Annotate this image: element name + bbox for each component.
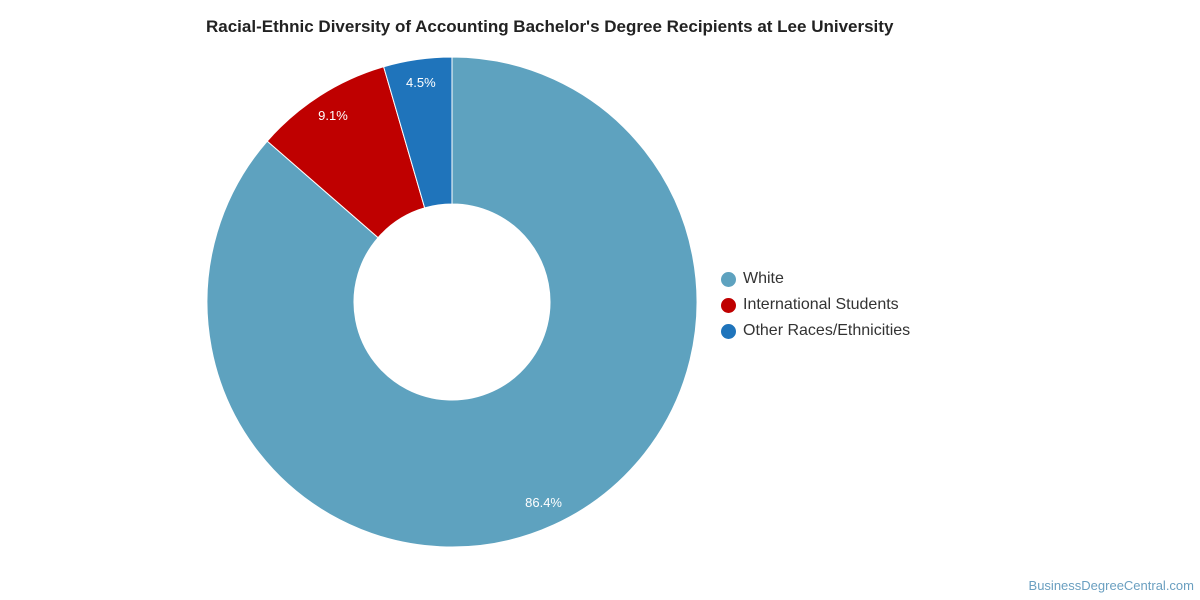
legend-label-white: White — [743, 270, 784, 287]
legend-item-white[interactable]: White — [721, 266, 910, 292]
chart-legend: White International Students Other Races… — [721, 266, 910, 344]
slice-other-races-ethnicities[interactable] — [383, 56, 453, 209]
legend-label-international-students: International Students — [743, 296, 899, 313]
chart-title: Racial-Ethnic Diversity of Accounting Ba… — [206, 17, 894, 36]
legend-label-other-races: Other Races/Ethnicities — [743, 322, 911, 339]
slice-label-international-students: 9.1% — [318, 108, 348, 123]
legend-item-other-races[interactable]: Other Races/Ethnicities — [721, 318, 910, 344]
donut-slices — [206, 56, 698, 548]
legend-swatch-other-races — [721, 323, 736, 339]
legend-swatch-international-students — [721, 297, 736, 313]
slice-label-white: 86.4% — [525, 495, 562, 510]
slice-label-other-races-ethnicities: 4.5% — [406, 75, 436, 90]
legend-item-international-students[interactable]: International Students — [721, 292, 910, 318]
legend-swatch-white — [721, 271, 736, 287]
donut-labels: 86.4% 9.1% 4.5% — [318, 75, 562, 510]
slice-white[interactable] — [206, 56, 698, 548]
source-credit[interactable]: BusinessDegreeCentral.com — [1028, 578, 1194, 593]
